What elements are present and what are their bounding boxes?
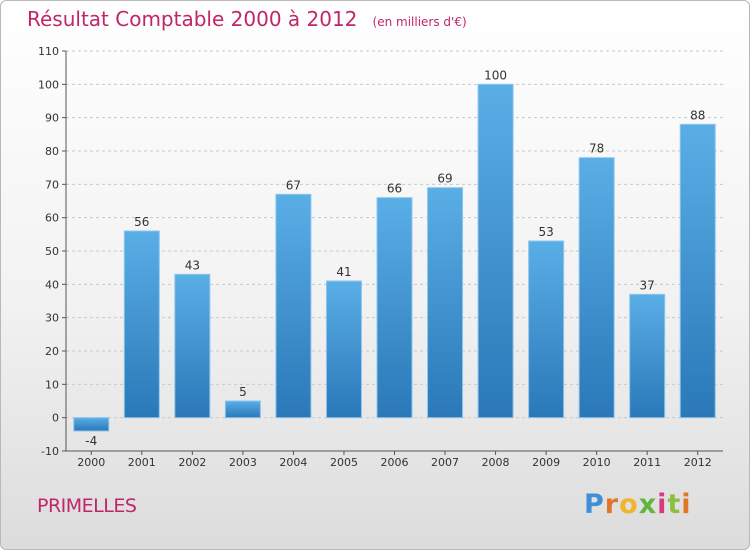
chart-title: Résultat Comptable 2000 à 2012 (27, 7, 358, 31)
x-tick-label: 2004 (279, 456, 307, 469)
bar[interactable] (224, 400, 261, 419)
logo-letter: i (681, 489, 692, 520)
proxiti-logo[interactable]: Proxiti (584, 489, 692, 520)
x-tick-label: 2006 (381, 456, 409, 469)
x-tick-label: 2009 (532, 456, 560, 469)
bar[interactable] (578, 157, 615, 419)
bar[interactable] (325, 280, 362, 419)
x-tick-label: 2002 (178, 456, 206, 469)
logo-letter: x (638, 489, 658, 520)
y-tick-label: 100 (38, 78, 59, 91)
x-tick-label: 2008 (482, 456, 510, 469)
y-tick-label: 60 (45, 212, 59, 225)
logo-letter: o (619, 489, 639, 520)
y-tick-label: 80 (45, 145, 59, 158)
data-label: 88 (690, 108, 705, 122)
logo-letter: i (657, 489, 668, 520)
y-tick-label: 90 (45, 112, 59, 125)
data-label: 5 (239, 385, 247, 399)
y-tick-label: 30 (45, 312, 59, 325)
bar[interactable] (174, 273, 211, 419)
y-tick-label: -10 (41, 445, 59, 458)
data-label: 53 (538, 225, 553, 239)
data-label: 78 (589, 142, 604, 156)
x-tick-label: 2011 (633, 456, 661, 469)
bar[interactable] (123, 230, 160, 419)
data-label: 41 (336, 265, 351, 279)
y-tick-label: 50 (45, 245, 59, 258)
logo-letter: P (584, 489, 605, 520)
x-tick-label: 2003 (229, 456, 257, 469)
bar[interactable] (427, 187, 464, 419)
y-tick-label: 40 (45, 278, 59, 291)
y-tick-label: 110 (38, 45, 59, 58)
chart-header: Résultat Comptable 2000 à 2012 (en milli… (27, 7, 467, 31)
bar[interactable] (629, 293, 666, 419)
data-label: 66 (387, 182, 402, 196)
bar[interactable] (477, 83, 514, 419)
data-label: 37 (640, 278, 655, 292)
x-tick-label: 2005 (330, 456, 358, 469)
y-tick-label: 0 (52, 412, 59, 425)
bar[interactable] (73, 417, 110, 432)
data-label: 67 (286, 178, 301, 192)
y-tick-label: 70 (45, 178, 59, 191)
bar[interactable] (528, 240, 565, 419)
x-tick-label: 2010 (583, 456, 611, 469)
data-label: 100 (484, 68, 507, 82)
chart-subtitle: (en milliers d'€) (372, 15, 467, 29)
bar[interactable] (376, 197, 413, 419)
logo-letter: t (667, 489, 682, 520)
x-tick-label: 2001 (128, 456, 156, 469)
x-tick-label: 2000 (77, 456, 105, 469)
y-tick-label: 10 (45, 378, 59, 391)
data-label: 43 (185, 258, 200, 272)
data-label: 69 (437, 172, 452, 186)
y-tick-label: 20 (45, 345, 59, 358)
x-tick-label: 2012 (684, 456, 712, 469)
logo-letter: r (604, 489, 620, 520)
bar[interactable] (679, 123, 716, 419)
data-label: 56 (134, 215, 149, 229)
commune-name: PRIMELLES (37, 495, 137, 517)
data-label: -4 (85, 434, 97, 448)
x-tick-label: 2007 (431, 456, 459, 469)
bar[interactable] (275, 193, 312, 419)
